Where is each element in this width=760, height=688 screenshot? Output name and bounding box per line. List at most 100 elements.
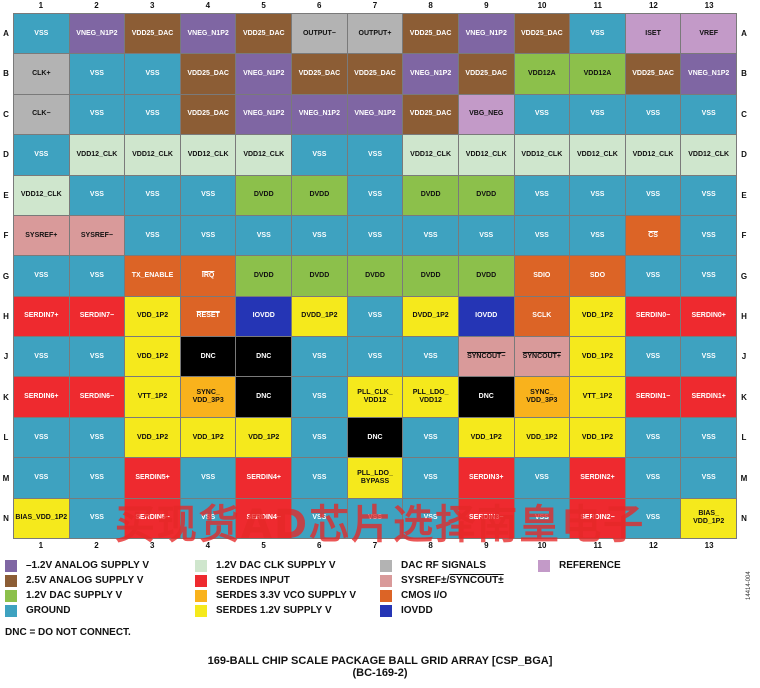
column-label: 8 <box>428 1 433 10</box>
ball-H13: SERDIN0+ <box>681 296 737 338</box>
ball-F13: VSS <box>681 215 737 257</box>
column-label: 11 <box>593 541 602 550</box>
row-label: L <box>741 433 747 443</box>
ball-label: CLK+ <box>32 70 51 78</box>
ball-H8: DVDD_1P2 <box>403 296 459 338</box>
legend-label: 1.2V DAC CLK SUPPLY V <box>216 560 336 571</box>
ball-label: VTT_1P2 <box>582 393 613 401</box>
column-label: 1 <box>38 541 44 550</box>
row-label: N <box>3 514 9 524</box>
ball-label: SYNC_ VDD_3P3 <box>192 389 224 405</box>
ball-A12: ISET <box>625 14 682 55</box>
ball-D12: VDD12_CLK <box>625 135 682 176</box>
ball-label: DVDD <box>420 191 441 199</box>
ball-label: VSS <box>89 473 104 481</box>
ball-E1: VDD12_CLK <box>14 175 70 216</box>
legend-swatch <box>5 604 17 617</box>
ball-label: VSS <box>646 271 661 279</box>
ball-label: VDD_1P2 <box>526 433 558 441</box>
ball-label: VDD12_CLK <box>521 150 563 158</box>
ball-label: VSS <box>646 352 661 360</box>
ball-A4: VNEG_N1P2 <box>180 14 237 55</box>
ball-K7: PLL_CLK_ VDD12 <box>347 377 404 418</box>
legend-item: 1.2V DAC SUPPLY V <box>5 589 122 602</box>
legend-swatch <box>195 559 207 572</box>
ball-label: VSS <box>312 473 327 481</box>
ball-label: SCLK <box>532 312 552 320</box>
ball-D10: VDD12_CLK <box>514 135 571 176</box>
ball-label: VSS <box>89 433 104 441</box>
ball-label: RESET <box>196 312 220 320</box>
ball-H7: VSS <box>347 296 404 338</box>
ball-C5: VNEG_N1P2 <box>236 94 293 136</box>
ball-label: VDD25_DAC <box>354 70 396 78</box>
ball-G11: SDO <box>570 256 626 297</box>
row-label: D <box>741 150 747 160</box>
row-label: H <box>741 312 747 322</box>
column-label: 9 <box>484 541 489 550</box>
ball-label: VSS <box>646 514 661 522</box>
ball-label: TX_ENABLE <box>131 271 174 279</box>
ball-label: VSS <box>646 191 661 199</box>
ball-label: VDD12_CLK <box>132 150 173 158</box>
ball-L11: VDD_1P2 <box>570 417 626 459</box>
column-label: 13 <box>704 541 714 550</box>
legend-item: SERDES 1.2V SUPPLY V <box>195 604 332 617</box>
ball-L5: VDD_1P2 <box>236 417 293 459</box>
ball-L10: VDD_1P2 <box>514 417 571 459</box>
ball-label: SERDIN4+ <box>246 473 281 481</box>
figure-title: 169-BALL CHIP SCALE PACKAGE BALL GRID AR… <box>0 655 760 679</box>
ball-B13: VNEG_N1P2 <box>681 54 737 95</box>
ball-label: VSS <box>312 433 327 441</box>
ball-label: VSS <box>201 191 216 199</box>
ball-label: CS <box>648 231 658 239</box>
column-label: 7 <box>372 541 378 550</box>
legend-item: SYSREF±/SYNCOUT± <box>380 574 504 587</box>
ball-label: OUTPUT− <box>302 29 336 37</box>
ball-A7: OUTPUT+ <box>347 14 404 55</box>
column-labels-top: 1 2 3 4 5 6 7 8 9 10 11 12 13 <box>13 0 737 12</box>
column-label: 4 <box>205 1 211 10</box>
ball-label: VSS <box>367 352 382 360</box>
ball-F4: VSS <box>180 215 237 257</box>
dnc-note: DNC = DO NOT CONNECT. <box>5 627 131 638</box>
ball-label: VSS <box>367 191 382 199</box>
ball-label: VSS <box>701 271 716 279</box>
ball-label: VDD_1P2 <box>581 312 614 320</box>
legend-label: GROUND <box>26 605 71 616</box>
column-label: 3 <box>149 541 155 550</box>
ball-C3: VSS <box>125 94 181 136</box>
ball-G1: VSS <box>14 256 70 297</box>
legend-item: GROUND <box>5 604 70 617</box>
ball-J1: VSS <box>14 337 70 378</box>
legend: –1.2V ANALOG SUPPLY V 2.5V ANALOG SUPPLY … <box>5 559 695 619</box>
ball-label: VDD12_CLK <box>20 191 62 199</box>
ball-J2: VSS <box>69 337 126 378</box>
ball-label: VNEG_N1P2 <box>688 70 730 78</box>
ball-label: VSS <box>479 231 494 239</box>
ball-label: VDD_1P2 <box>470 433 502 441</box>
figure-title-line1: 169-BALL CHIP SCALE PACKAGE BALL GRID AR… <box>207 655 553 667</box>
column-label: 6 <box>317 541 322 550</box>
row-labels-left: A B C D E F G H J K L M N <box>0 13 12 539</box>
ball-L6: VSS <box>292 417 348 459</box>
ball-G8: DVDD <box>403 256 459 297</box>
row-label: B <box>3 69 9 79</box>
ball-label: VDD25_DAC <box>242 29 285 37</box>
ball-label: DVDD_1P2 <box>412 312 449 320</box>
ball-H1: SERDIN7+ <box>14 296 70 338</box>
ball-N5: SERDIN4− <box>236 498 293 539</box>
ball-K11: VTT_1P2 <box>570 377 626 418</box>
ball-H9: IOVDD <box>458 296 515 338</box>
ball-F8: VSS <box>403 215 459 257</box>
ball-label: VSS <box>423 433 438 441</box>
ball-label: VSS <box>367 150 382 158</box>
legend-label: IOVDD <box>401 605 433 616</box>
ball-F3: VSS <box>125 215 181 257</box>
legend-label: SERDES INPUT <box>216 575 290 586</box>
column-label: 13 <box>704 1 714 10</box>
ball-D8: VDD12_CLK <box>403 135 459 176</box>
ball-label: VSS <box>701 352 716 360</box>
ball-L1: VSS <box>14 417 70 459</box>
ball-B2: VSS <box>69 54 126 95</box>
